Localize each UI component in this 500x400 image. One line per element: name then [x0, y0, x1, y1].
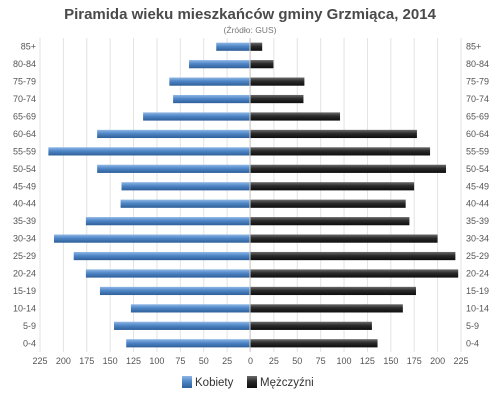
x-tick-label: 75 — [316, 356, 326, 366]
bar-kobiety — [73, 251, 250, 261]
bar-kobiety — [54, 234, 251, 243]
x-tick-label: 125 — [126, 356, 141, 366]
category-label-right: 75-79 — [466, 77, 489, 87]
bar-mezczyzni — [250, 182, 415, 191]
category-label-right: 15-19 — [466, 286, 489, 296]
category-label-right: 50-54 — [466, 164, 489, 174]
x-tick-label: 225 — [453, 356, 468, 366]
bar-mezczyzni — [250, 321, 372, 330]
bar-mezczyzni — [250, 269, 459, 278]
category-label-left: 60-64 — [13, 129, 36, 139]
x-tick-label: 100 — [337, 356, 352, 366]
bar-kobiety — [169, 77, 250, 86]
category-label-left: 50-54 — [13, 164, 36, 174]
category-label-left: 15-19 — [13, 286, 36, 296]
chart-title: Piramida wieku mieszkańców gminy Grzmiąc… — [64, 6, 436, 23]
category-label-right: 5-9 — [466, 321, 479, 331]
category-label-right: 80-84 — [466, 59, 489, 69]
x-tick-label: 175 — [407, 356, 422, 366]
x-tick-label: 50 — [199, 356, 209, 366]
x-tick-label: 200 — [56, 356, 71, 366]
bar-mezczyzni — [250, 234, 438, 243]
bar-kobiety — [121, 182, 250, 191]
bar-mezczyzni — [250, 339, 378, 348]
x-tick-label: 200 — [430, 356, 445, 366]
bar-kobiety — [216, 42, 250, 51]
category-label-left: 70-74 — [13, 94, 36, 104]
legend-label-kobiety: Kobiety — [195, 377, 234, 389]
bar-kobiety — [173, 94, 250, 104]
category-label-right: 25-29 — [466, 251, 489, 261]
bar-mezczyzni — [250, 112, 341, 121]
category-label-left: 85+ — [21, 42, 36, 52]
category-label-left: 55-59 — [13, 146, 36, 156]
bar-mezczyzni — [250, 164, 446, 173]
category-label-right: 60-64 — [466, 129, 489, 139]
category-label-right: 65-69 — [466, 112, 489, 122]
bar-kobiety — [126, 339, 250, 348]
x-tick-label: 150 — [103, 356, 118, 366]
bar-kobiety — [189, 60, 250, 69]
bar-kobiety — [97, 164, 251, 173]
bar-kobiety — [114, 321, 251, 330]
bar-kobiety — [85, 217, 250, 226]
x-tick-label: 150 — [383, 356, 398, 366]
bar-mezczyzni — [250, 304, 403, 313]
category-label-right: 35-39 — [466, 216, 489, 226]
legend-label-mezczyzni: Mężczyźni — [260, 377, 314, 389]
category-label-left: 25-29 — [13, 251, 36, 261]
category-label-right: 20-24 — [466, 269, 489, 279]
chart-subtitle: (Źródło: GUS) — [224, 25, 277, 35]
bar-mezczyzni — [250, 42, 263, 51]
category-label-left: 65-69 — [13, 112, 36, 122]
x-tick-label: 175 — [79, 356, 94, 366]
category-label-right: 30-34 — [466, 234, 489, 244]
legend-swatch-kobiety — [182, 376, 192, 388]
category-label-left: 0-4 — [23, 338, 36, 348]
category-label-right: 70-74 — [466, 94, 489, 104]
category-label-left: 20-24 — [13, 269, 36, 279]
bar-mezczyzni — [250, 94, 304, 104]
category-label-right: 0-4 — [466, 338, 479, 348]
category-label-right: 45-49 — [466, 181, 489, 191]
category-label-left: 75-79 — [13, 77, 36, 87]
category-label-left: 10-14 — [13, 303, 36, 313]
bar-kobiety — [48, 147, 250, 156]
category-label-right: 40-44 — [466, 199, 489, 209]
legend-swatch-mezczyzni — [247, 376, 257, 388]
bar-mezczyzni — [250, 147, 431, 156]
category-label-left: 80-84 — [13, 59, 36, 69]
x-tick-label: 50 — [292, 356, 302, 366]
x-tick-label: 25 — [222, 356, 232, 366]
x-tick-label: 100 — [149, 356, 164, 366]
bar-mezczyzni — [250, 251, 456, 261]
category-label-left: 35-39 — [13, 216, 36, 226]
bar-kobiety — [130, 304, 250, 313]
x-tick-label: 225 — [32, 356, 47, 366]
category-label-left: 30-34 — [13, 234, 36, 244]
category-label-left: 45-49 — [13, 181, 36, 191]
bar-mezczyzni — [250, 199, 406, 208]
bar-mezczyzni — [250, 286, 416, 296]
bar-kobiety — [143, 112, 250, 121]
bar-mezczyzni — [250, 217, 410, 226]
x-tick-label: 0 — [248, 356, 253, 366]
category-label-left: 5-9 — [23, 321, 36, 331]
bar-mezczyzni — [250, 60, 274, 69]
bar-kobiety — [85, 269, 250, 278]
category-label-right: 85+ — [466, 42, 481, 52]
bar-kobiety — [97, 129, 251, 139]
x-tick-label: 125 — [360, 356, 375, 366]
category-label-right: 55-59 — [466, 146, 489, 156]
category-label-right: 10-14 — [466, 303, 489, 313]
x-tick-label: 75 — [175, 356, 185, 366]
bar-mezczyzni — [250, 129, 417, 139]
bar-mezczyzni — [250, 77, 305, 86]
category-label-left: 40-44 — [13, 199, 36, 209]
x-tick-label: 25 — [269, 356, 279, 366]
bar-kobiety — [120, 199, 250, 208]
bar-kobiety — [99, 286, 250, 296]
